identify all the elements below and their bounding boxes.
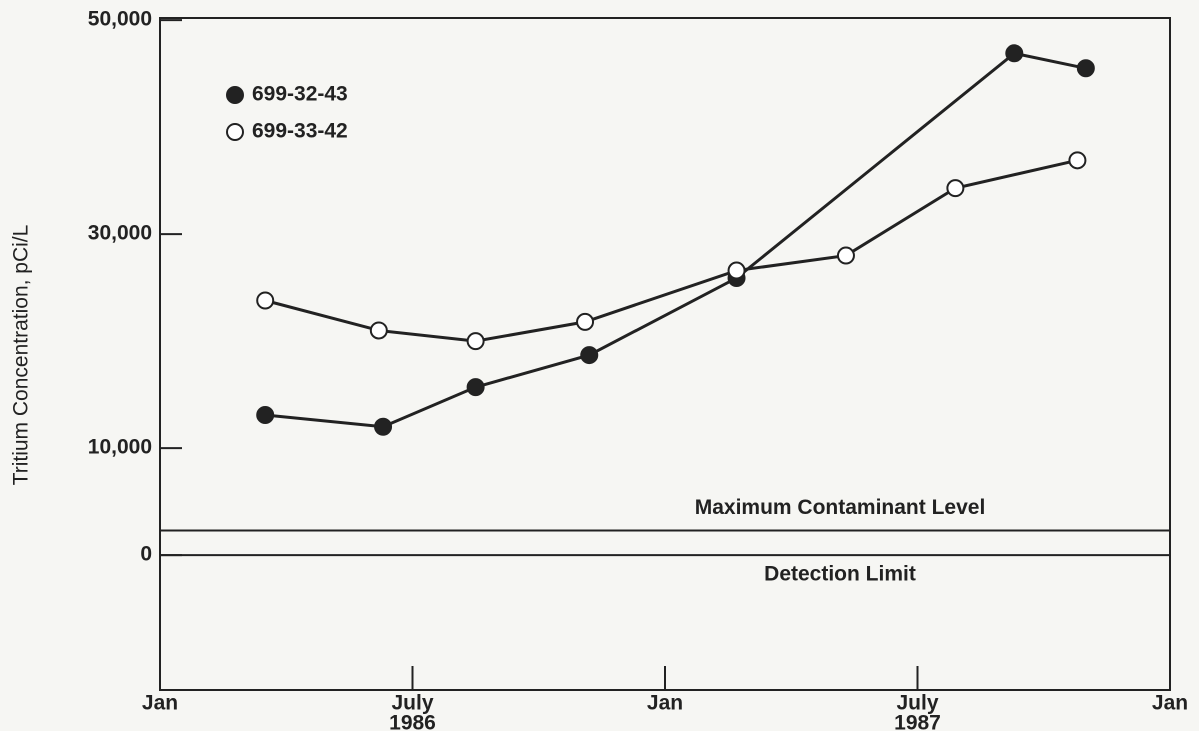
data-point	[256, 405, 275, 424]
data-point	[1076, 59, 1095, 78]
x-tick-label: Jan	[1152, 692, 1188, 715]
data-point	[1005, 44, 1024, 63]
year-label: 1987	[894, 712, 941, 731]
series-line	[264, 158, 1078, 343]
x-tick-label: July	[896, 692, 938, 715]
y-tick-label: 50,000	[88, 8, 152, 31]
year-label: 1986	[389, 712, 436, 731]
data-point	[727, 261, 746, 280]
y-tick-label: 0	[140, 543, 152, 566]
reference-label: Maximum Contaminant Level	[695, 496, 986, 519]
data-point	[256, 291, 275, 310]
x-tick-label: Jan	[647, 692, 683, 715]
y-tick-label: 30,000	[88, 222, 152, 245]
data-point	[466, 378, 485, 397]
x-tick-label: July	[391, 692, 433, 715]
legend-label: 699-33-42	[252, 120, 348, 143]
y-tick-label: 10,000	[88, 436, 152, 459]
series-line	[265, 51, 1087, 429]
legend-marker	[226, 86, 244, 104]
data-point	[580, 346, 599, 365]
data-point	[1068, 151, 1087, 170]
data-point	[374, 417, 393, 436]
data-point	[576, 312, 595, 331]
legend-marker	[226, 123, 244, 141]
x-tick-label: Jan	[142, 692, 178, 715]
reference-label: Detection Limit	[764, 563, 916, 586]
data-point	[369, 321, 388, 340]
data-point	[946, 179, 965, 198]
y-axis-label: Tritium Concentration, pCi/L	[10, 225, 33, 486]
legend-label: 699-32-43	[252, 83, 348, 106]
data-point	[466, 332, 485, 351]
data-point	[836, 246, 855, 265]
